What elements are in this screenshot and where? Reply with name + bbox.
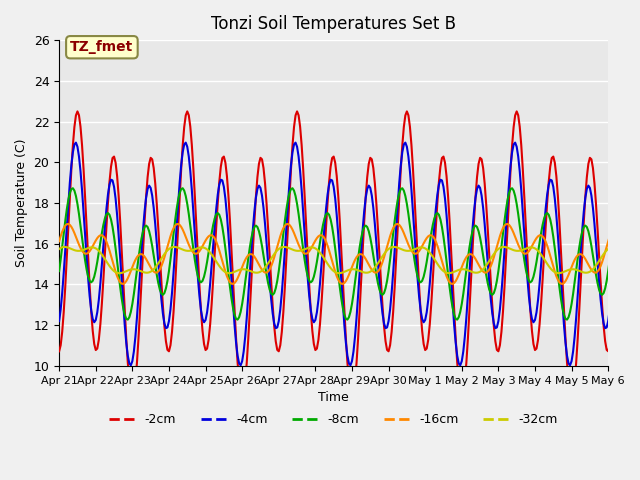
Y-axis label: Soil Temperature (C): Soil Temperature (C)	[15, 139, 28, 267]
-4cm	[560, 322, 568, 328]
-4cm	[93, 310, 101, 315]
-2cm	[562, 336, 570, 341]
-2cm	[638, 328, 640, 334]
-32cm	[475, 269, 483, 275]
-8cm	[562, 316, 570, 322]
-2cm	[129, 394, 136, 399]
-16cm	[75, 242, 83, 248]
-8cm	[75, 211, 83, 217]
-8cm	[475, 228, 483, 234]
-16cm	[638, 243, 640, 249]
-32cm	[55, 246, 63, 252]
-4cm	[75, 154, 83, 159]
-2cm	[359, 248, 367, 253]
-32cm	[60, 244, 68, 250]
-4cm	[473, 186, 481, 192]
Line: -32cm: -32cm	[59, 247, 640, 273]
-4cm	[55, 318, 63, 324]
-16cm	[93, 235, 101, 241]
-16cm	[339, 281, 347, 287]
Line: -4cm: -4cm	[59, 143, 640, 365]
Line: -8cm: -8cm	[59, 188, 640, 320]
Legend: -2cm, -4cm, -8cm, -16cm, -32cm: -2cm, -4cm, -8cm, -16cm, -32cm	[104, 408, 563, 432]
-2cm	[74, 108, 81, 114]
-16cm	[562, 278, 570, 284]
-8cm	[55, 268, 63, 274]
-4cm	[566, 362, 574, 368]
-8cm	[357, 236, 365, 241]
-4cm	[638, 316, 640, 322]
-8cm	[289, 185, 296, 191]
Text: TZ_fmet: TZ_fmet	[70, 40, 134, 54]
-2cm	[77, 124, 84, 130]
-32cm	[638, 244, 640, 250]
Line: -16cm: -16cm	[59, 224, 640, 284]
-32cm	[357, 269, 365, 275]
-2cm	[95, 337, 102, 343]
-8cm	[93, 259, 101, 265]
-2cm	[475, 161, 483, 167]
-4cm	[401, 140, 409, 145]
X-axis label: Time: Time	[318, 391, 349, 404]
-4cm	[356, 271, 364, 276]
-32cm	[95, 248, 102, 254]
-32cm	[562, 268, 570, 274]
-16cm	[357, 252, 365, 257]
Title: Tonzi Soil Temperatures Set B: Tonzi Soil Temperatures Set B	[211, 15, 456, 33]
-8cm	[453, 317, 461, 323]
-16cm	[55, 239, 63, 244]
-32cm	[444, 270, 452, 276]
-16cm	[394, 221, 401, 227]
-32cm	[77, 248, 84, 253]
-2cm	[55, 348, 63, 354]
-8cm	[638, 278, 640, 284]
-16cm	[475, 262, 483, 267]
Line: -2cm: -2cm	[59, 111, 640, 396]
